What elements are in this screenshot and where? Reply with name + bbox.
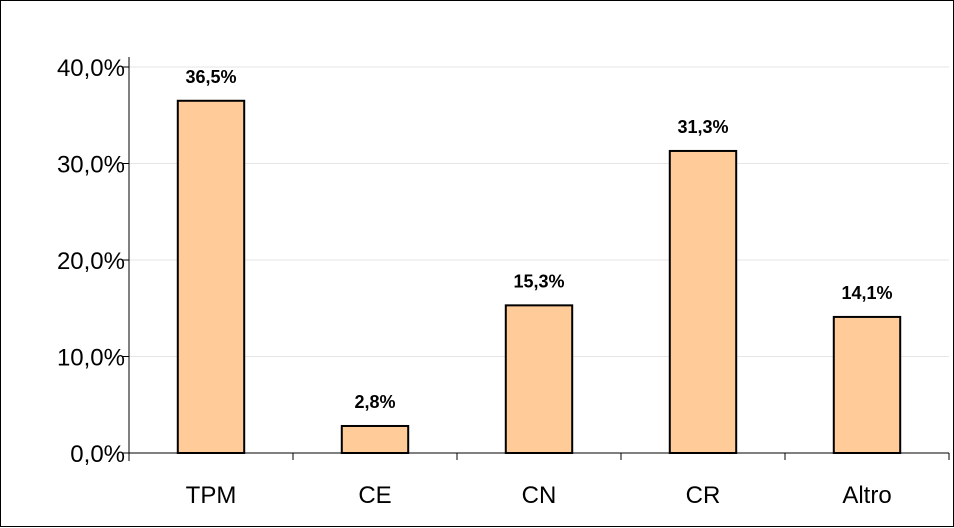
- data-label: 2,8%: [354, 392, 395, 412]
- category-label: CN: [522, 482, 557, 509]
- data-label: 15,3%: [513, 271, 564, 291]
- y-tick-label: 0,0%: [70, 441, 125, 468]
- y-tick-label: 40,0%: [57, 55, 125, 82]
- y-tick-label: 20,0%: [57, 248, 125, 275]
- labels: 0,0% 10,0% 20,0% 30,0% 40,0% 36,5% TPM 2,8% CE 15…: [57, 55, 893, 509]
- data-label: 14,1%: [841, 283, 892, 303]
- category-label: CE: [358, 482, 391, 509]
- category-label: TPM: [186, 482, 237, 509]
- category-label: Altro: [842, 482, 891, 509]
- bar-altro: [832, 315, 902, 454]
- y-tick-label: 30,0%: [57, 152, 125, 179]
- bar-cn: [504, 304, 574, 455]
- category-label: CR: [686, 482, 721, 509]
- bar-cr: [668, 149, 738, 455]
- y-tick-label: 10,0%: [57, 345, 125, 372]
- bar-tpm: [176, 99, 246, 455]
- bars: [176, 99, 902, 455]
- bar-ce: [340, 424, 410, 455]
- data-label: 36,5%: [185, 67, 236, 87]
- data-label: 31,3%: [677, 117, 728, 137]
